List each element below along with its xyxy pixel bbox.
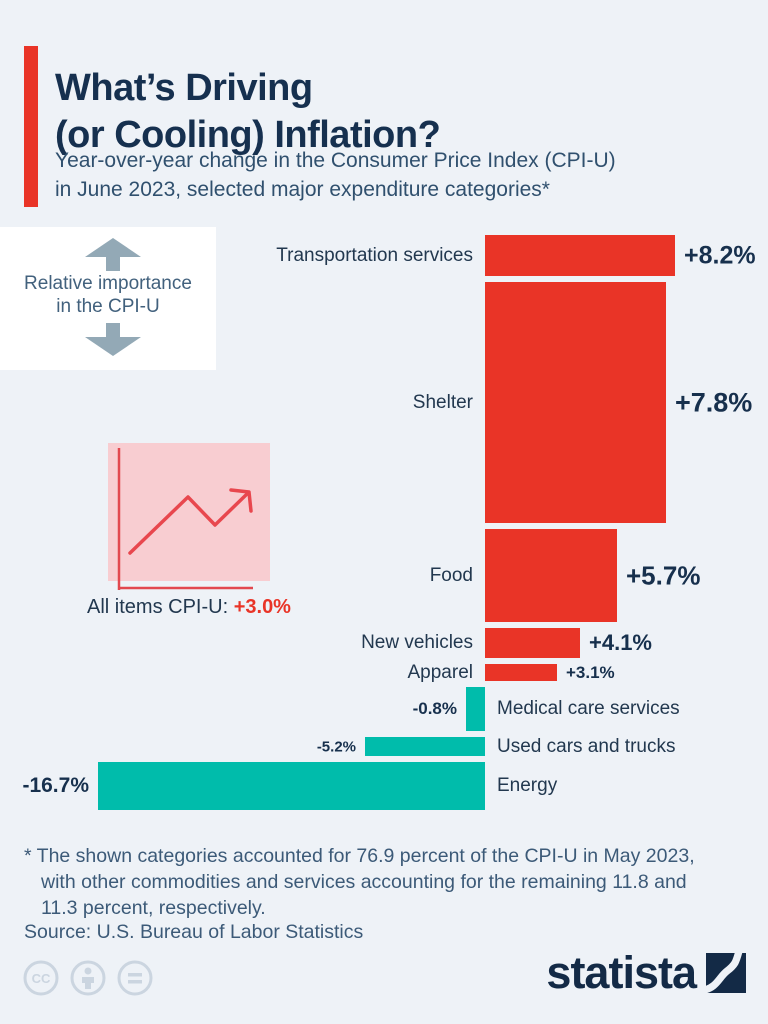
bar-label: Used cars and trucks: [497, 735, 676, 757]
relative-importance-label: Relative importance in the CPI-U: [24, 273, 192, 317]
bar-value: -16.7%: [22, 774, 89, 797]
footnote: * The shown categories accounted for 76.…: [24, 845, 695, 919]
bar-label: Energy: [497, 775, 558, 796]
statista-logo-text: statista: [546, 947, 697, 998]
svg-text:CC: CC: [32, 971, 51, 986]
statista-logo-mark: [706, 952, 746, 993]
source-line: Source: U.S. Bureau of Labor Statistics: [24, 921, 364, 943]
bar-used-cars-and-trucks: [365, 737, 485, 756]
title-accent-bar: [24, 46, 38, 207]
relative-importance-box: Relative importance in the CPI-U: [0, 227, 216, 370]
statista-logo[interactable]: statista: [546, 950, 746, 995]
arrow-down-icon: [85, 323, 141, 356]
bar-label: Shelter: [412, 391, 473, 413]
rising-chart-icon: [117, 448, 253, 590]
illustration-background: [108, 443, 270, 581]
bar-medical-care-services: [466, 687, 485, 731]
bar-food: [485, 529, 617, 622]
bar-value: +5.7%: [626, 560, 701, 590]
arrow-up-icon: [85, 238, 141, 271]
bar-value: -0.8%: [412, 699, 457, 718]
bar-label: New vehicles: [361, 632, 473, 653]
bar-value: +4.1%: [589, 630, 652, 655]
cc-icon[interactable]: CC: [22, 959, 60, 997]
cc-attribution-icon[interactable]: [69, 959, 107, 997]
bar-label: Transportation services: [276, 244, 473, 266]
bar-label: Medical care services: [497, 698, 680, 719]
bar-label: Food: [429, 564, 473, 586]
all-items-label: All items CPI-U:: [87, 596, 229, 618]
cc-equal-icon[interactable]: [116, 959, 154, 997]
bar-value: +3.1%: [566, 662, 615, 682]
bar-value: +8.2%: [684, 241, 756, 269]
bar-value: -5.2%: [316, 738, 356, 755]
all-items-value: +3.0%: [233, 596, 291, 618]
page-title: What’s Driving (or Cooling) Inflation?: [55, 67, 441, 157]
bar-apparel: [485, 664, 557, 681]
bar-label: Apparel: [407, 661, 474, 683]
bar-energy: [98, 762, 485, 810]
bar-value: +7.8%: [675, 387, 753, 417]
bar-new-vehicles: [485, 628, 580, 658]
cc-license-badges[interactable]: CC: [22, 959, 154, 997]
all-items-cpi-annotation: All items CPI-U: +3.0%: [24, 596, 354, 619]
bar-shelter: [485, 282, 666, 523]
bar-transportation-services: [485, 235, 675, 276]
page-subtitle: Year-over-year change in the Consumer Pr…: [55, 149, 616, 201]
